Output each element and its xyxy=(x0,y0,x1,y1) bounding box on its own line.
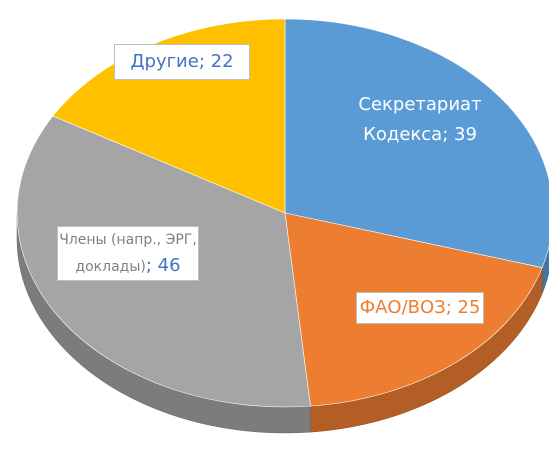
data-label: Секретариат Кодекса; 39 xyxy=(340,90,500,150)
data-label: Члены (напр., ЭРГ, доклады); 46 xyxy=(57,226,199,281)
label-value: ; 39 xyxy=(442,124,477,145)
label-category: Другие xyxy=(130,51,199,72)
label-value: ; 46 xyxy=(145,255,181,276)
data-label: Другие; 22 xyxy=(114,44,250,80)
label-value: ; 25 xyxy=(445,297,481,318)
label-category: Секретариат Кодекса xyxy=(358,94,482,145)
label-category: Члены (напр., ЭРГ, доклады) xyxy=(59,232,197,275)
label-category: ФАО/ВОЗ xyxy=(359,297,446,318)
slice xyxy=(284,18,549,269)
data-label: ФАО/ВОЗ; 25 xyxy=(356,292,484,324)
label-value: ; 22 xyxy=(198,51,234,72)
